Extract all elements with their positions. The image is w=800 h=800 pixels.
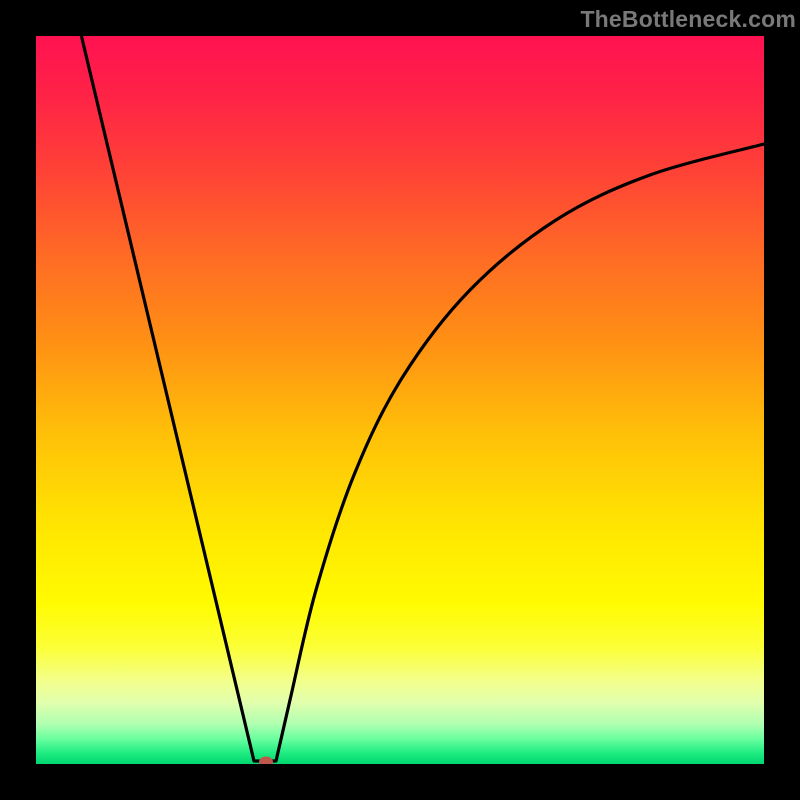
gradient-background — [36, 36, 764, 764]
plot-svg — [36, 36, 764, 764]
plot-area — [36, 36, 764, 764]
watermark-text: TheBottleneck.com — [580, 6, 796, 33]
